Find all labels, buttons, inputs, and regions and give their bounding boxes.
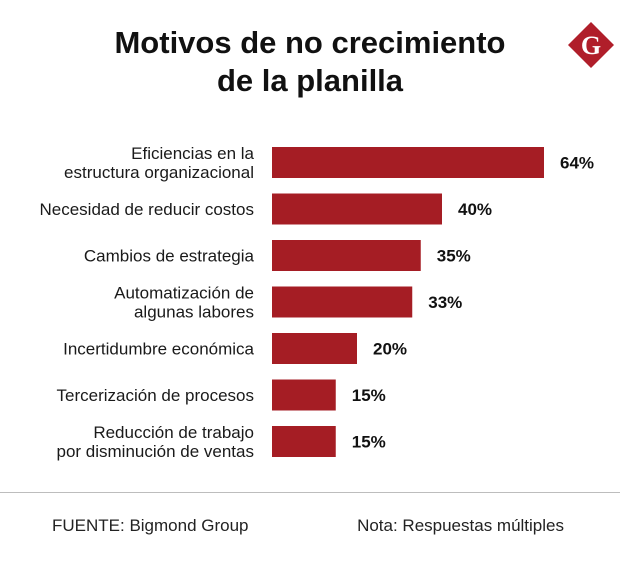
category-label: Incertidumbre económica: [63, 340, 254, 359]
chart-title-line-1: Motivos de no crecimiento: [114, 25, 506, 60]
category-label: Necesidad de reducir costos: [39, 200, 254, 219]
value-label: 40%: [458, 200, 492, 219]
category-label: por disminución de ventas: [56, 442, 254, 461]
category-label: Tercerización de procesos: [57, 386, 254, 405]
footer-divider: [0, 492, 620, 493]
bar: [272, 426, 336, 457]
logo-letter-icon: G: [581, 31, 601, 60]
chart-title-line-2: de la planilla: [216, 63, 404, 98]
bar: [272, 147, 544, 178]
multiple-answers-note: Nota: Respuestas múltiples: [357, 516, 564, 535]
brand-logo: G: [568, 22, 614, 68]
bar: [272, 193, 442, 225]
value-label: 64%: [560, 154, 594, 173]
bar: [272, 286, 413, 318]
category-label: Cambios de estrategia: [84, 247, 255, 266]
category-label: Reducción de trabajo: [93, 423, 254, 442]
logo-diamond: [568, 22, 614, 68]
value-label: 35%: [437, 247, 471, 266]
category-label: Eficiencias en la: [131, 144, 254, 163]
value-label: 15%: [352, 386, 386, 405]
bar: [272, 333, 357, 364]
bar: [272, 379, 336, 411]
chart-title: Motivos de no crecimiento de la planilla: [0, 24, 620, 100]
value-label: 33%: [428, 293, 462, 312]
category-label: Automatización de: [114, 284, 254, 303]
source-note: FUENTE: Bigmond Group: [52, 516, 249, 535]
category-label: estructura organizacional: [64, 163, 254, 182]
value-label: 20%: [373, 340, 407, 359]
bar: [272, 240, 421, 271]
value-label: 15%: [352, 433, 386, 452]
category-label: algunas labores: [134, 303, 254, 322]
